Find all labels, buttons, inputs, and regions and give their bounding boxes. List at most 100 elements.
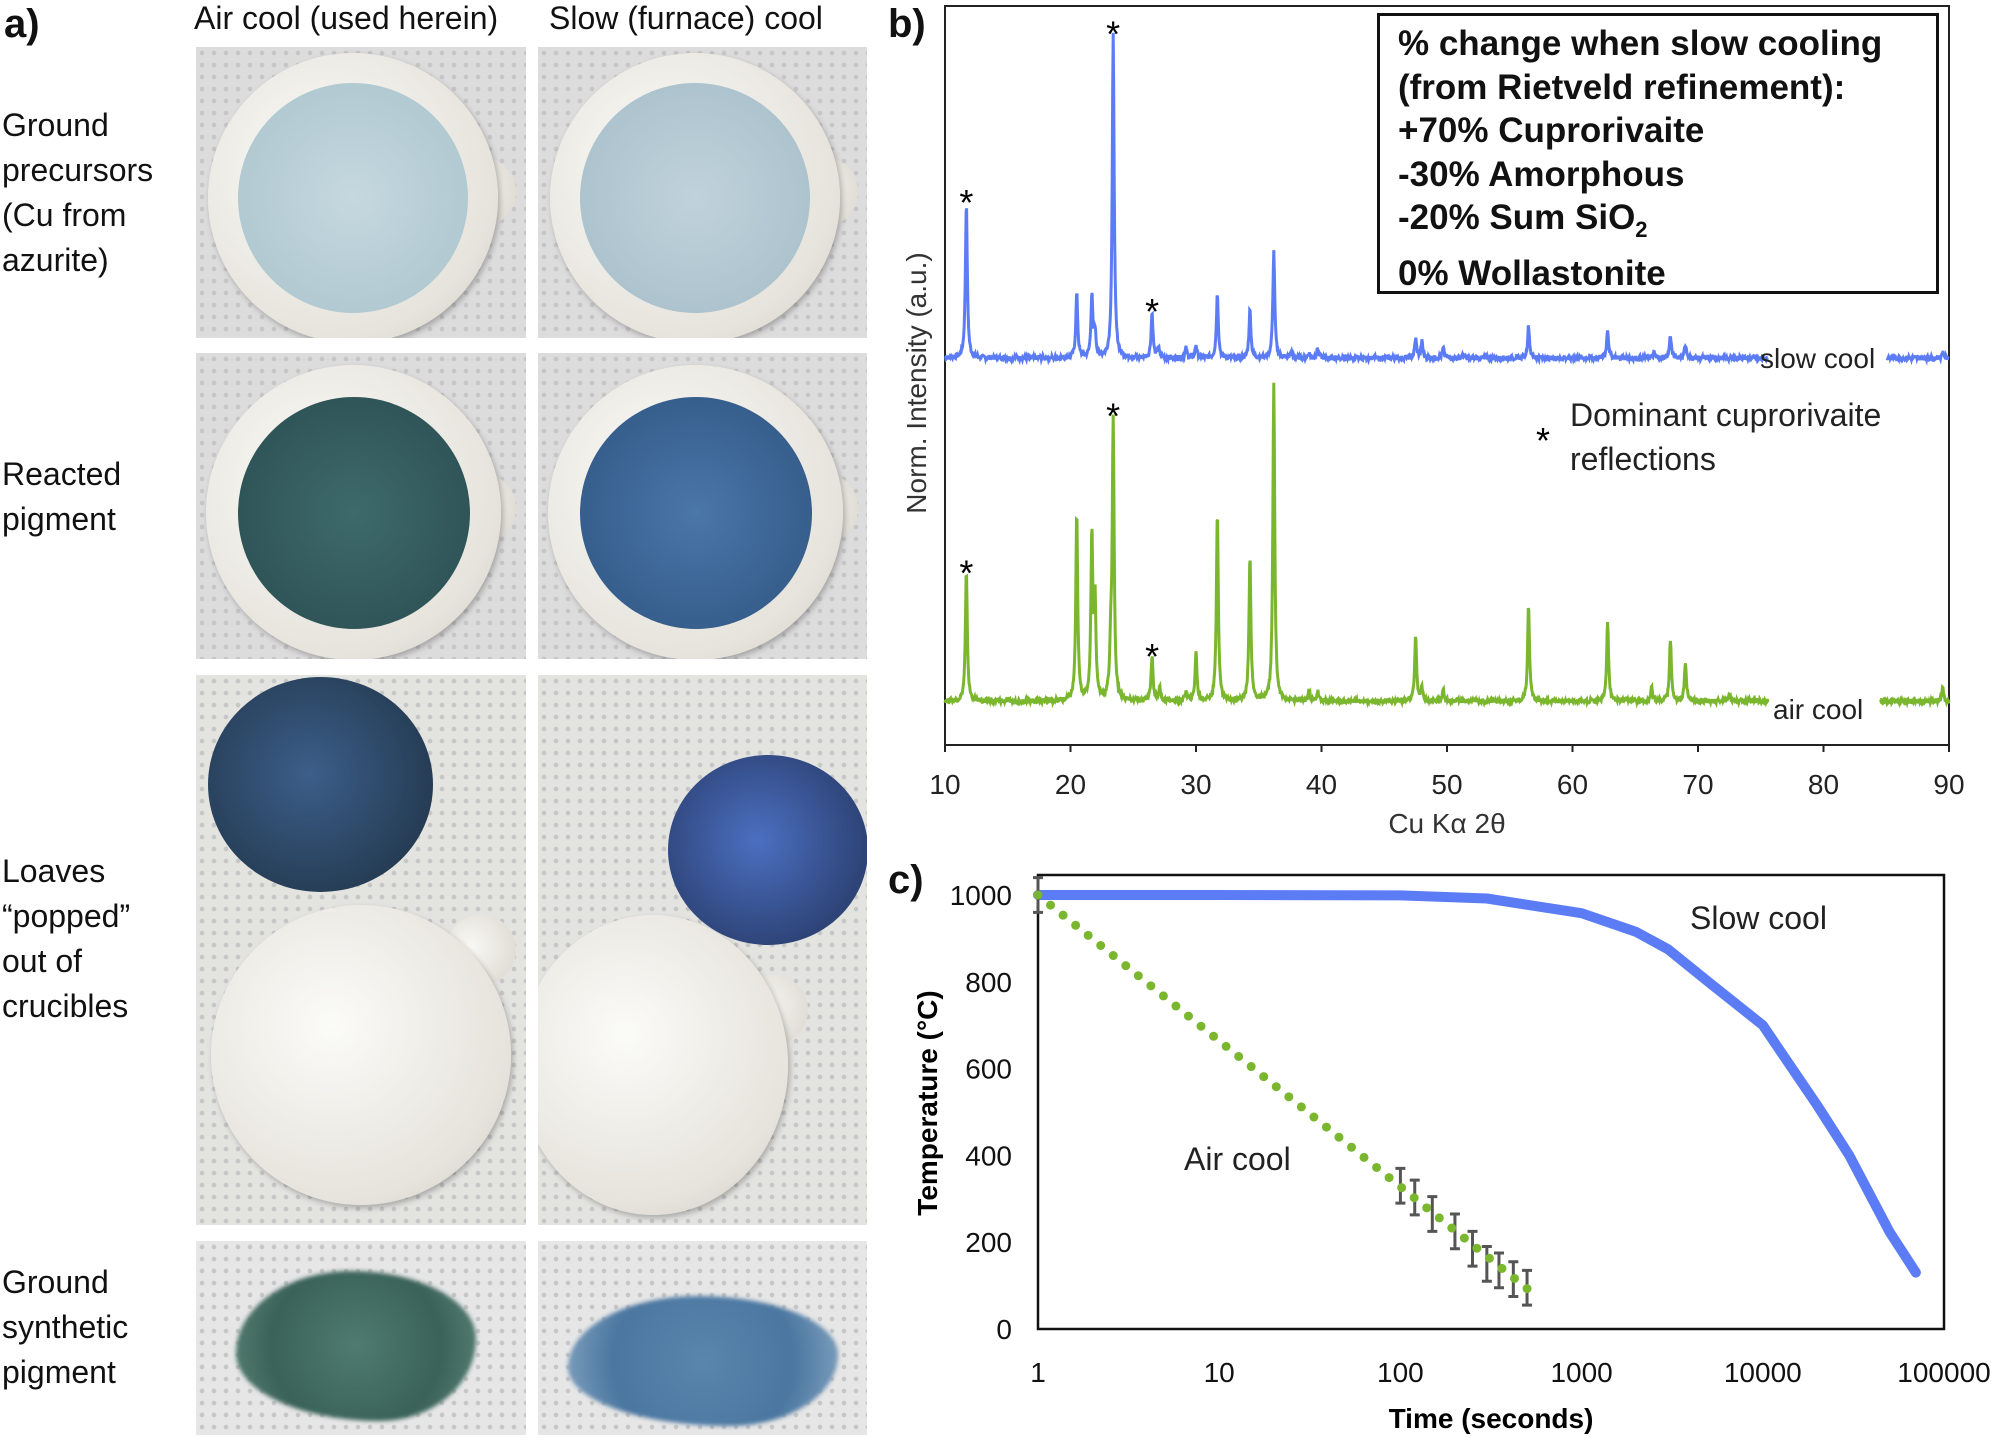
cuprorivaite-star-mark: * [1145,636,1159,677]
photo-ground-slow [538,1241,867,1435]
air-cool-data-point [1472,1243,1482,1253]
air-cool-data-point [1071,920,1081,930]
x-tick-label: 100000 [1897,1357,1990,1388]
row-label-line: Reacted [2,456,122,492]
row-label-line: crucibles [2,988,129,1024]
x-tick-label: 1 [1030,1357,1046,1388]
y-tick-label: 1000 [950,880,1012,911]
air-cool-data-point [1296,1102,1306,1112]
y-tick-label: 200 [965,1227,1012,1258]
xrd-series-line-slow-cool [944,32,1950,366]
panel-b-label: b) [888,2,926,46]
panel-a-label: a) [4,2,40,46]
air-cool-data-point [1133,971,1143,981]
rietveld-legend-box: % change when slow cooling (from Rietvel… [1377,13,1939,294]
photo-ground-air [196,1241,526,1435]
star-legend-line-1: Dominant cuprorivaite [1570,397,1881,433]
row-label-line: (Cu from [2,197,127,233]
xrd-y-axis-label: Norm. Intensity (a.u.) [901,252,932,513]
y-tick-label: 0 [996,1314,1012,1345]
photo-reacted-air [196,353,526,659]
series-label-air-cool: air cool [1773,694,1863,725]
air-cool-data-point [1246,1062,1256,1072]
x-tick-label: 40 [1306,769,1337,800]
air-cool-data-point [1309,1112,1319,1122]
air-cool-error-bar [1481,1245,1492,1283]
x-tick-label: 30 [1180,769,1211,800]
photo-loaves-air [196,675,526,1225]
y-tick-label: 600 [965,1054,1012,1085]
air-cool-data-point [1510,1273,1520,1283]
air-cool-data-point [1397,1183,1407,1193]
air-cool-data-point [1171,1001,1181,1011]
row-label-line: pigment [2,1354,116,1390]
star-legend-line-2: reflections [1570,441,1716,477]
row-label-reacted-pigment: Reacted pigment [2,452,121,542]
row-label-line: Ground [2,1264,109,1300]
air-cool-data-point [1346,1142,1356,1152]
row-label-ground-precursors: Ground precursors (Cu from azurite) [2,103,153,283]
photo-precursors-air [196,47,526,338]
air-cool-data-point [1108,951,1118,961]
legend-line: -30% Amorphous [1398,154,1685,194]
legend-line: +70% Cuprorivaite [1398,111,1705,150]
air-cool-data-point [1096,940,1106,950]
row-label-line: pigment [2,501,116,537]
xrd-x-axis-label: Cu Kα 2θ [1388,808,1505,839]
row-label-line: precursors [2,152,154,188]
air-cool-data-point [1209,1031,1219,1041]
air-cool-data-point [1409,1193,1419,1203]
star-legend-symbol: * [1536,420,1550,461]
x-tick-label: 1000 [1550,1357,1612,1388]
air-cool-data-point [1146,981,1156,991]
air-cool-data-point [1083,930,1093,940]
row-label-ground-synthetic: Ground synthetic pigment [2,1260,128,1395]
cooling-y-axis-label: Temperature (°C) [912,990,943,1215]
y-tick-label: 400 [965,1140,1012,1171]
y-tick-label: 800 [965,967,1012,998]
air-cool-data-point [1121,961,1131,971]
row-label-line: “popped” [2,898,131,934]
series-label-air-cool-c: Air cool [1184,1141,1291,1177]
air-cool-data-point [1334,1132,1344,1142]
air-cool-error-bar [1427,1195,1438,1233]
air-cool-data-point [1058,910,1068,920]
cooling-axes-frame [1036,873,1946,1331]
air-cool-data-point [1033,890,1043,900]
row-label-line: Ground [2,107,109,143]
x-tick-label: 80 [1808,769,1839,800]
xrd-series-line-air-cool [943,382,1951,709]
series-label-slow-cool-c: Slow cool [1690,900,1827,936]
row-label-line: synthetic [2,1309,129,1345]
air-cool-data-point [1271,1082,1281,1092]
air-cool-data-point [1158,991,1168,1001]
legend-line: % change when slow cooling [1398,24,1883,63]
air-cool-data-point [1183,1011,1193,1021]
x-tick-label: 10 [1204,1357,1235,1388]
air-cool-data-point [1434,1213,1444,1223]
cooling-x-axis-label: Time (seconds) [1389,1403,1594,1434]
cuprorivaite-star-mark: * [1145,291,1159,332]
x-tick-label: 50 [1431,769,1462,800]
air-cool-data-point [1284,1092,1294,1102]
column-header-slow-cool: Slow (furnace) cool [549,0,823,36]
slow-cool-curve [1033,890,1921,1278]
x-tick-label: 100 [1377,1357,1424,1388]
x-tick-label: 90 [1933,769,1964,800]
xrd-chart: * * * * * * 10 20 30 40 50 60 70 80 90 Cu Kα 2θ Norm.… [901,5,1965,839]
air-cool-data-point [1259,1072,1269,1082]
air-cool-data-point [1321,1122,1331,1132]
cuprorivaite-star-mark: * [959,553,973,594]
air-cool-data-point [1359,1152,1369,1162]
air-cool-data-point [1384,1173,1394,1183]
legend-line-sio2: -20% Sum SiO2 [1398,196,1936,252]
air-cool-data-point [1497,1263,1507,1273]
series-label-slow-cool: slow cool [1760,343,1875,374]
air-cool-data-point [1372,1162,1382,1172]
air-cool-error-bar [1449,1212,1460,1251]
column-header-air-cool: Air cool (used herein) [194,0,499,36]
panel-c-label: c) [888,858,924,902]
x-tick-label: 10000 [1724,1357,1802,1388]
cuprorivaite-star-mark: * [1106,395,1120,436]
